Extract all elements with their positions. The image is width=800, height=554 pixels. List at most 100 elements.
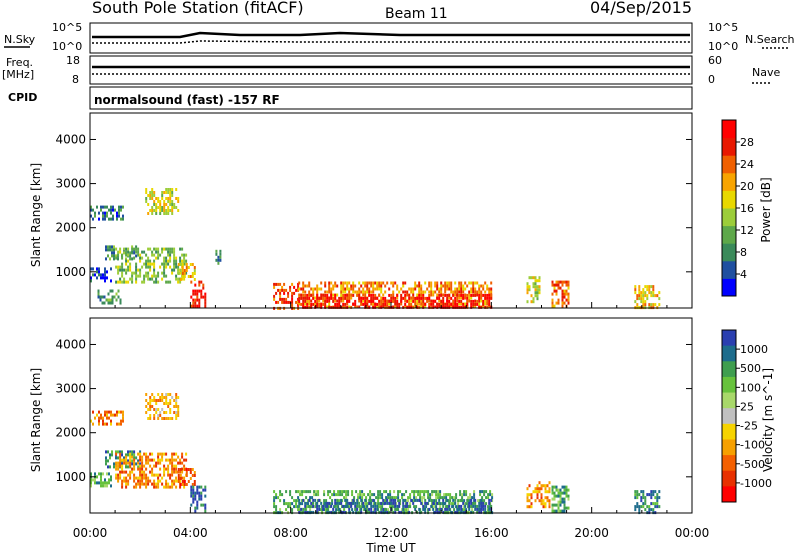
range-gate-cell <box>175 476 178 480</box>
range-gate-cell <box>198 485 201 489</box>
range-gate-cell <box>412 501 415 505</box>
range-gate-cell <box>486 305 489 309</box>
range-gate-cell <box>565 280 568 284</box>
range-gate-cell <box>394 296 397 300</box>
range-gate-cell <box>386 501 389 505</box>
range-gate-cell <box>121 265 124 269</box>
range-gate-cell <box>98 211 100 215</box>
range-gate-cell <box>420 501 423 505</box>
range-gate-cell <box>165 256 168 260</box>
range-gate-cell <box>120 410 122 414</box>
range-gate-cell <box>147 256 150 260</box>
range-gate-cell <box>117 289 120 293</box>
range-gate-cell <box>335 508 338 512</box>
range-gate-cell <box>416 305 419 309</box>
range-gate-cell <box>402 305 405 309</box>
range-gate-cell <box>372 281 375 285</box>
range-gate-cell <box>381 493 384 497</box>
range-gate-cell <box>119 450 121 454</box>
range-gate-cell <box>273 285 276 289</box>
range-gate-cell <box>104 481 106 485</box>
range-gate-cell <box>185 271 188 275</box>
range-gate-cell <box>163 212 166 215</box>
range-gate-cell <box>177 197 180 200</box>
range-gate-cell <box>118 208 120 212</box>
range-gate-cell <box>480 296 483 300</box>
range-gate-cell <box>181 455 184 459</box>
range-gate-cell <box>418 296 421 300</box>
range-gate-cell <box>442 510 445 514</box>
range-gate-cell <box>275 496 278 500</box>
range-gate-cell <box>193 278 196 281</box>
range-gate-cell <box>147 194 150 197</box>
range-gate-cell <box>194 298 197 302</box>
range-gate-cell <box>171 464 174 468</box>
range-gate-cell <box>302 510 305 514</box>
range-gate-cell <box>189 263 192 266</box>
range-gate-cell <box>163 206 166 209</box>
range-gate-cell <box>325 508 328 512</box>
range-gate-cell <box>484 507 487 511</box>
range-gate-cell <box>406 290 409 294</box>
range-gate-cell <box>121 280 124 284</box>
range-gate-cell <box>482 507 485 511</box>
range-gate-cell <box>171 455 174 459</box>
range-gate-cell <box>329 505 332 509</box>
range-gate-cell <box>147 458 150 462</box>
range-gate-cell <box>542 505 545 509</box>
range-gate-cell <box>101 295 104 299</box>
range-gate-cell <box>192 497 195 501</box>
range-gate-cell <box>125 485 128 489</box>
range-gate-cell <box>441 496 444 500</box>
range-gate-cell <box>411 490 414 494</box>
colorbar-swatch <box>722 137 736 156</box>
range-gate-cell <box>350 296 353 300</box>
range-gate-cell <box>544 487 547 491</box>
range-gate-cell <box>538 288 541 292</box>
range-gate-cell <box>374 510 377 514</box>
range-gate-cell <box>171 479 174 483</box>
range-gate-cell <box>404 498 407 502</box>
range-gate-cell <box>167 417 170 420</box>
range-gate-cell <box>358 504 361 508</box>
range-gate-cell <box>428 293 431 297</box>
range-gate-cell <box>167 212 170 215</box>
range-gate-cell <box>167 259 170 263</box>
range-gate-cell <box>470 504 473 508</box>
range-gate-cell <box>145 259 148 263</box>
range-gate-cell <box>327 493 330 497</box>
range-gate-cell <box>460 498 463 502</box>
range-gate-cell <box>193 483 196 486</box>
range-gate-cell <box>438 501 441 505</box>
range-gate-cell <box>117 479 120 483</box>
range-gate-cell <box>147 482 150 486</box>
range-gate-cell <box>192 500 195 504</box>
range-gate-cell <box>104 267 106 271</box>
range-gate-cell <box>540 484 543 488</box>
range-gate-cell <box>139 473 142 477</box>
range-gate-cell <box>324 296 327 300</box>
range-gate-cell <box>476 299 479 303</box>
range-gate-cell <box>161 277 164 281</box>
range-gate-cell <box>343 508 346 512</box>
range-gate-cell <box>350 504 353 508</box>
colorbar-tick-label: 24 <box>740 158 754 171</box>
range-gate-cell <box>139 485 142 489</box>
range-gate-cell <box>117 467 120 471</box>
range-gate-cell <box>121 453 123 457</box>
range-gate-cell <box>443 496 446 500</box>
range-gate-cell <box>97 292 100 296</box>
range-gate-cell <box>348 501 351 505</box>
range-gate-cell <box>470 510 473 514</box>
range-gate-cell <box>347 490 350 494</box>
range-gate-cell <box>398 504 401 508</box>
range-gate-cell <box>567 301 570 305</box>
range-gate-cell <box>173 479 176 483</box>
range-gate-cell <box>432 305 435 309</box>
range-gate-cell <box>157 458 160 462</box>
range-gate-cell <box>157 271 160 275</box>
range-gate-cell <box>323 490 326 494</box>
range-gate-cell <box>171 212 174 215</box>
scatter-region <box>551 485 570 513</box>
